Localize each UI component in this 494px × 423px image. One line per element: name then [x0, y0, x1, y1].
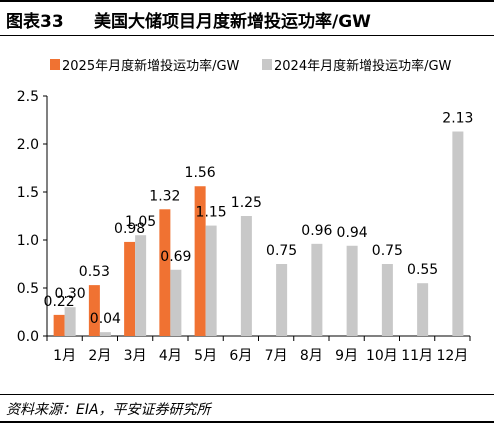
data-label: 1.15	[196, 205, 227, 221]
x-tick-label: 12月	[436, 348, 468, 364]
data-label: 0.75	[372, 243, 403, 259]
bar-2025	[53, 314, 65, 336]
x-tick-label: 6月	[229, 348, 252, 364]
y-tick-label: 1.0	[17, 233, 39, 249]
x-tick-label: 3月	[124, 348, 147, 364]
chart-axes: 0.00.51.01.52.02.51月 2月 3月 4月 5月 6月 7月 8月 9月 10月 1…	[17, 89, 471, 364]
bar-2024	[346, 245, 358, 336]
bar-2024	[99, 332, 111, 336]
data-label: 1.56	[185, 165, 216, 181]
legend-swatch	[262, 59, 272, 70]
bar-series	[53, 131, 464, 336]
data-label: 0.98	[114, 221, 145, 237]
figure-label: 图表33	[6, 12, 64, 32]
data-label: 0.69	[160, 249, 191, 265]
bar-2024	[417, 283, 429, 336]
x-tick-label: 9月	[335, 348, 358, 364]
bar-2025	[124, 241, 136, 336]
source-bar: 资料来源：EIA，平安证券研究所	[0, 394, 494, 423]
data-label: 0.22	[44, 294, 75, 310]
bar-2025	[194, 186, 206, 336]
bar-2024	[240, 216, 252, 336]
bar-2024	[205, 225, 217, 336]
x-tick-label: 4月	[159, 348, 182, 364]
y-tick-label: 2.5	[17, 89, 39, 105]
legend: 2025年月度新增投运功率/GW 2024年月度新增投运功率/GW	[50, 58, 452, 74]
x-tick-label: 7月	[265, 348, 288, 364]
x-tick-label: 8月	[300, 348, 323, 364]
bar-2024	[311, 243, 323, 336]
x-tick-label: 10月	[366, 348, 398, 364]
data-label: 2.13	[442, 111, 473, 127]
data-label: 1.25	[231, 195, 262, 211]
bar-2024	[170, 269, 182, 336]
title-bar: 图表33 美国大储项目月度新增投运功率/GW	[0, 0, 494, 36]
chart-title: 美国大储项目月度新增投运功率/GW	[94, 12, 371, 32]
bar-2024	[381, 264, 393, 336]
legend-swatch	[50, 59, 60, 70]
legend-label: 2025年月度新增投运功率/GW	[62, 58, 240, 74]
data-label: 0.55	[407, 262, 438, 278]
data-label: 0.75	[266, 243, 297, 259]
x-tick-label: 2月	[88, 348, 111, 364]
data-label: 0.30	[55, 286, 86, 302]
y-tick-label: 0.5	[17, 281, 39, 297]
bar-2025	[88, 285, 100, 336]
bar-2024	[276, 264, 288, 336]
source-note: 资料来源：EIA，平安证券研究所	[6, 402, 211, 418]
bar-2024	[135, 235, 147, 336]
x-tick-label: 5月	[194, 348, 217, 364]
bar-2025	[159, 209, 171, 336]
bar-2024	[64, 307, 76, 336]
x-tick-label: 11月	[401, 348, 433, 364]
y-tick-label: 1.5	[17, 185, 39, 201]
data-label: 0.96	[301, 223, 332, 239]
y-tick-label: 2.0	[17, 137, 39, 153]
y-tick-label: 0.0	[17, 329, 39, 345]
bar-chart: 2025年月度新增投运功率/GW 2024年月度新增投运功率/GW 0.0 0.5 1…	[17, 58, 474, 364]
data-label: 1.32	[149, 188, 180, 204]
data-label: 1.05	[125, 214, 156, 230]
data-labels: 0.220.53 0.98 1.32 1.56 0.300.04 1.05 0.69 1.15…	[44, 111, 474, 328]
data-label: 0.04	[90, 311, 121, 327]
data-label: 0.53	[79, 264, 110, 280]
bar-2024	[452, 131, 464, 336]
legend-label: 2024年月度新增投运功率/GW	[274, 58, 452, 74]
data-label: 0.94	[337, 225, 368, 241]
x-tick-label: 1月	[53, 348, 76, 364]
